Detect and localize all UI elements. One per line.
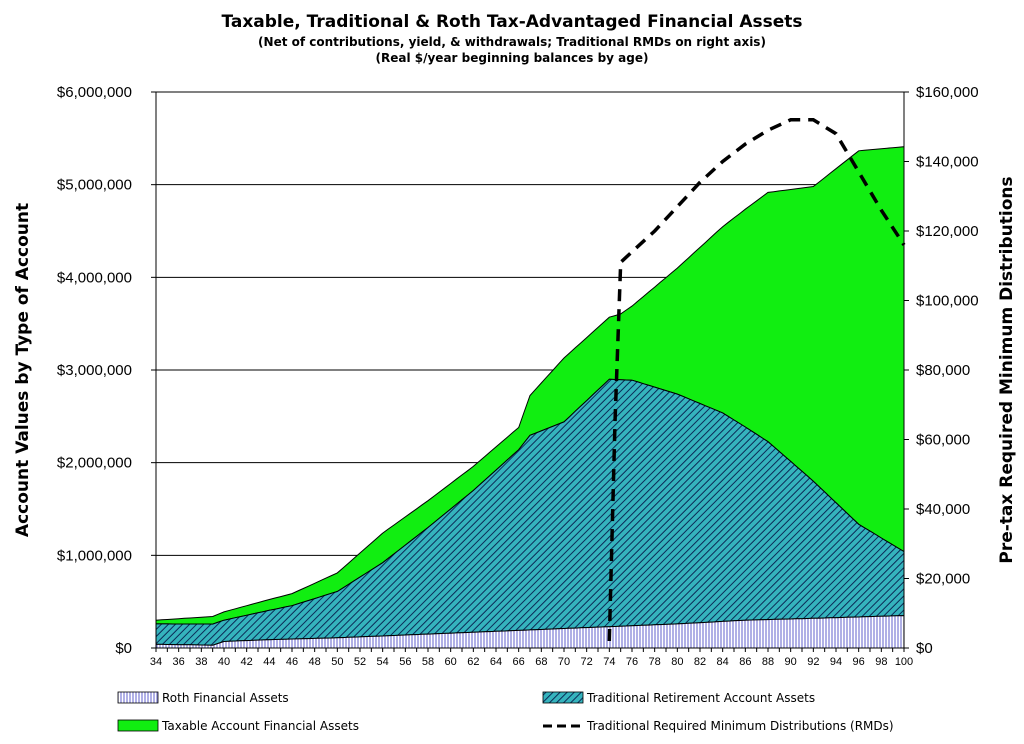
x-tick-label: 72 bbox=[581, 656, 593, 668]
y-tick-label-left: $1,000,000 bbox=[57, 547, 132, 564]
x-tick-label: 94 bbox=[830, 656, 842, 668]
chart-subtitle-1: (Net of contributions, yield, & withdraw… bbox=[258, 35, 766, 49]
y-tick-label-right: $120,000 bbox=[916, 223, 979, 240]
x-tick-label: 50 bbox=[331, 656, 343, 668]
y-tick-label-right: $80,000 bbox=[916, 362, 970, 379]
rmd-line-layer bbox=[607, 118, 906, 642]
x-tick-label: 92 bbox=[807, 656, 819, 668]
y-tick-label-right: $0 bbox=[916, 640, 933, 657]
legend-label-traditional: Traditional Retirement Account Assets bbox=[586, 691, 815, 705]
x-tick-label: 36 bbox=[173, 656, 185, 668]
x-tick-label: 66 bbox=[513, 656, 525, 668]
y-tick-label-left: $3,000,000 bbox=[57, 362, 132, 379]
x-tick-label: 60 bbox=[445, 656, 457, 668]
y-tick-label-right: $100,000 bbox=[916, 293, 979, 310]
x-tick-label: 82 bbox=[694, 656, 706, 668]
chart-subtitle-2: (Real $/year beginning balances by age) bbox=[376, 51, 649, 65]
legend-label-roth: Roth Financial Assets bbox=[162, 691, 289, 705]
axes: $0 $1,000,000 $2,000,000 $3,000,000 $4,000,0… bbox=[57, 84, 979, 668]
x-tick-label: 42 bbox=[241, 656, 253, 668]
x-tick-label: 44 bbox=[263, 656, 275, 668]
x-tick-label: 78 bbox=[649, 656, 661, 668]
x-tick-label: 52 bbox=[354, 656, 366, 668]
x-tick-label: 38 bbox=[195, 656, 207, 668]
y-axis-label-right: Pre-tax Required Minimum Distributions bbox=[997, 176, 1017, 563]
x-tick-label: 34 bbox=[150, 656, 162, 668]
chart-title: Taxable, Traditional & Roth Tax-Advantag… bbox=[221, 12, 802, 32]
x-tick-label: 62 bbox=[467, 656, 479, 668]
y-tick-label-right: $20,000 bbox=[916, 571, 970, 588]
legend: Roth Financial Assets Traditional Retire… bbox=[117, 691, 894, 733]
y-axis-label-left: Account Values by Type of Account bbox=[13, 203, 33, 537]
legend-swatch-roth bbox=[117, 691, 159, 704]
y-tick-label-right: $40,000 bbox=[916, 501, 970, 518]
x-tick-label: 96 bbox=[853, 656, 865, 668]
x-tick-label: 48 bbox=[309, 656, 321, 668]
x-tick-label: 56 bbox=[399, 656, 411, 668]
x-tick-label: 46 bbox=[286, 656, 298, 668]
legend-label-rmd: Traditional Required Minimum Distributio… bbox=[586, 719, 894, 733]
legend-swatch-traditional bbox=[542, 691, 584, 704]
x-tick-label: 68 bbox=[535, 656, 547, 668]
x-tick-label: 58 bbox=[422, 656, 434, 668]
y-tick-label-left: $5,000,000 bbox=[57, 177, 132, 194]
y-tick-label-left: $6,000,000 bbox=[57, 84, 132, 101]
x-tick-label: 100 bbox=[895, 656, 913, 668]
y-tick-label-right: $60,000 bbox=[916, 432, 970, 449]
x-tick-label: 80 bbox=[671, 656, 683, 668]
area-layer bbox=[155, 146, 905, 649]
y-tick-label-right: $160,000 bbox=[916, 84, 979, 101]
x-tick-label: 98 bbox=[875, 656, 887, 668]
x-tick-label: 86 bbox=[739, 656, 751, 668]
x-tick-label: 76 bbox=[626, 656, 638, 668]
y-tick-label-left: $2,000,000 bbox=[57, 455, 132, 472]
x-tick-label: 54 bbox=[377, 656, 389, 668]
legend-swatch-taxable bbox=[117, 719, 159, 732]
y-tick-label-right: $140,000 bbox=[916, 154, 979, 171]
series-line-rmd bbox=[607, 118, 906, 642]
x-tick-label: 40 bbox=[218, 656, 230, 668]
x-tick-label: 70 bbox=[558, 656, 570, 668]
x-tick-label: 74 bbox=[603, 656, 615, 668]
x-tick-label: 88 bbox=[762, 656, 774, 668]
x-tick-label: 64 bbox=[490, 656, 502, 668]
x-tick-label: 84 bbox=[717, 656, 729, 668]
legend-label-taxable: Taxable Account Financial Assets bbox=[161, 719, 359, 733]
y-tick-label-left: $0 bbox=[115, 640, 132, 657]
y-tick-label-left: $4,000,000 bbox=[57, 269, 132, 286]
x-tick-label: 90 bbox=[785, 656, 797, 668]
